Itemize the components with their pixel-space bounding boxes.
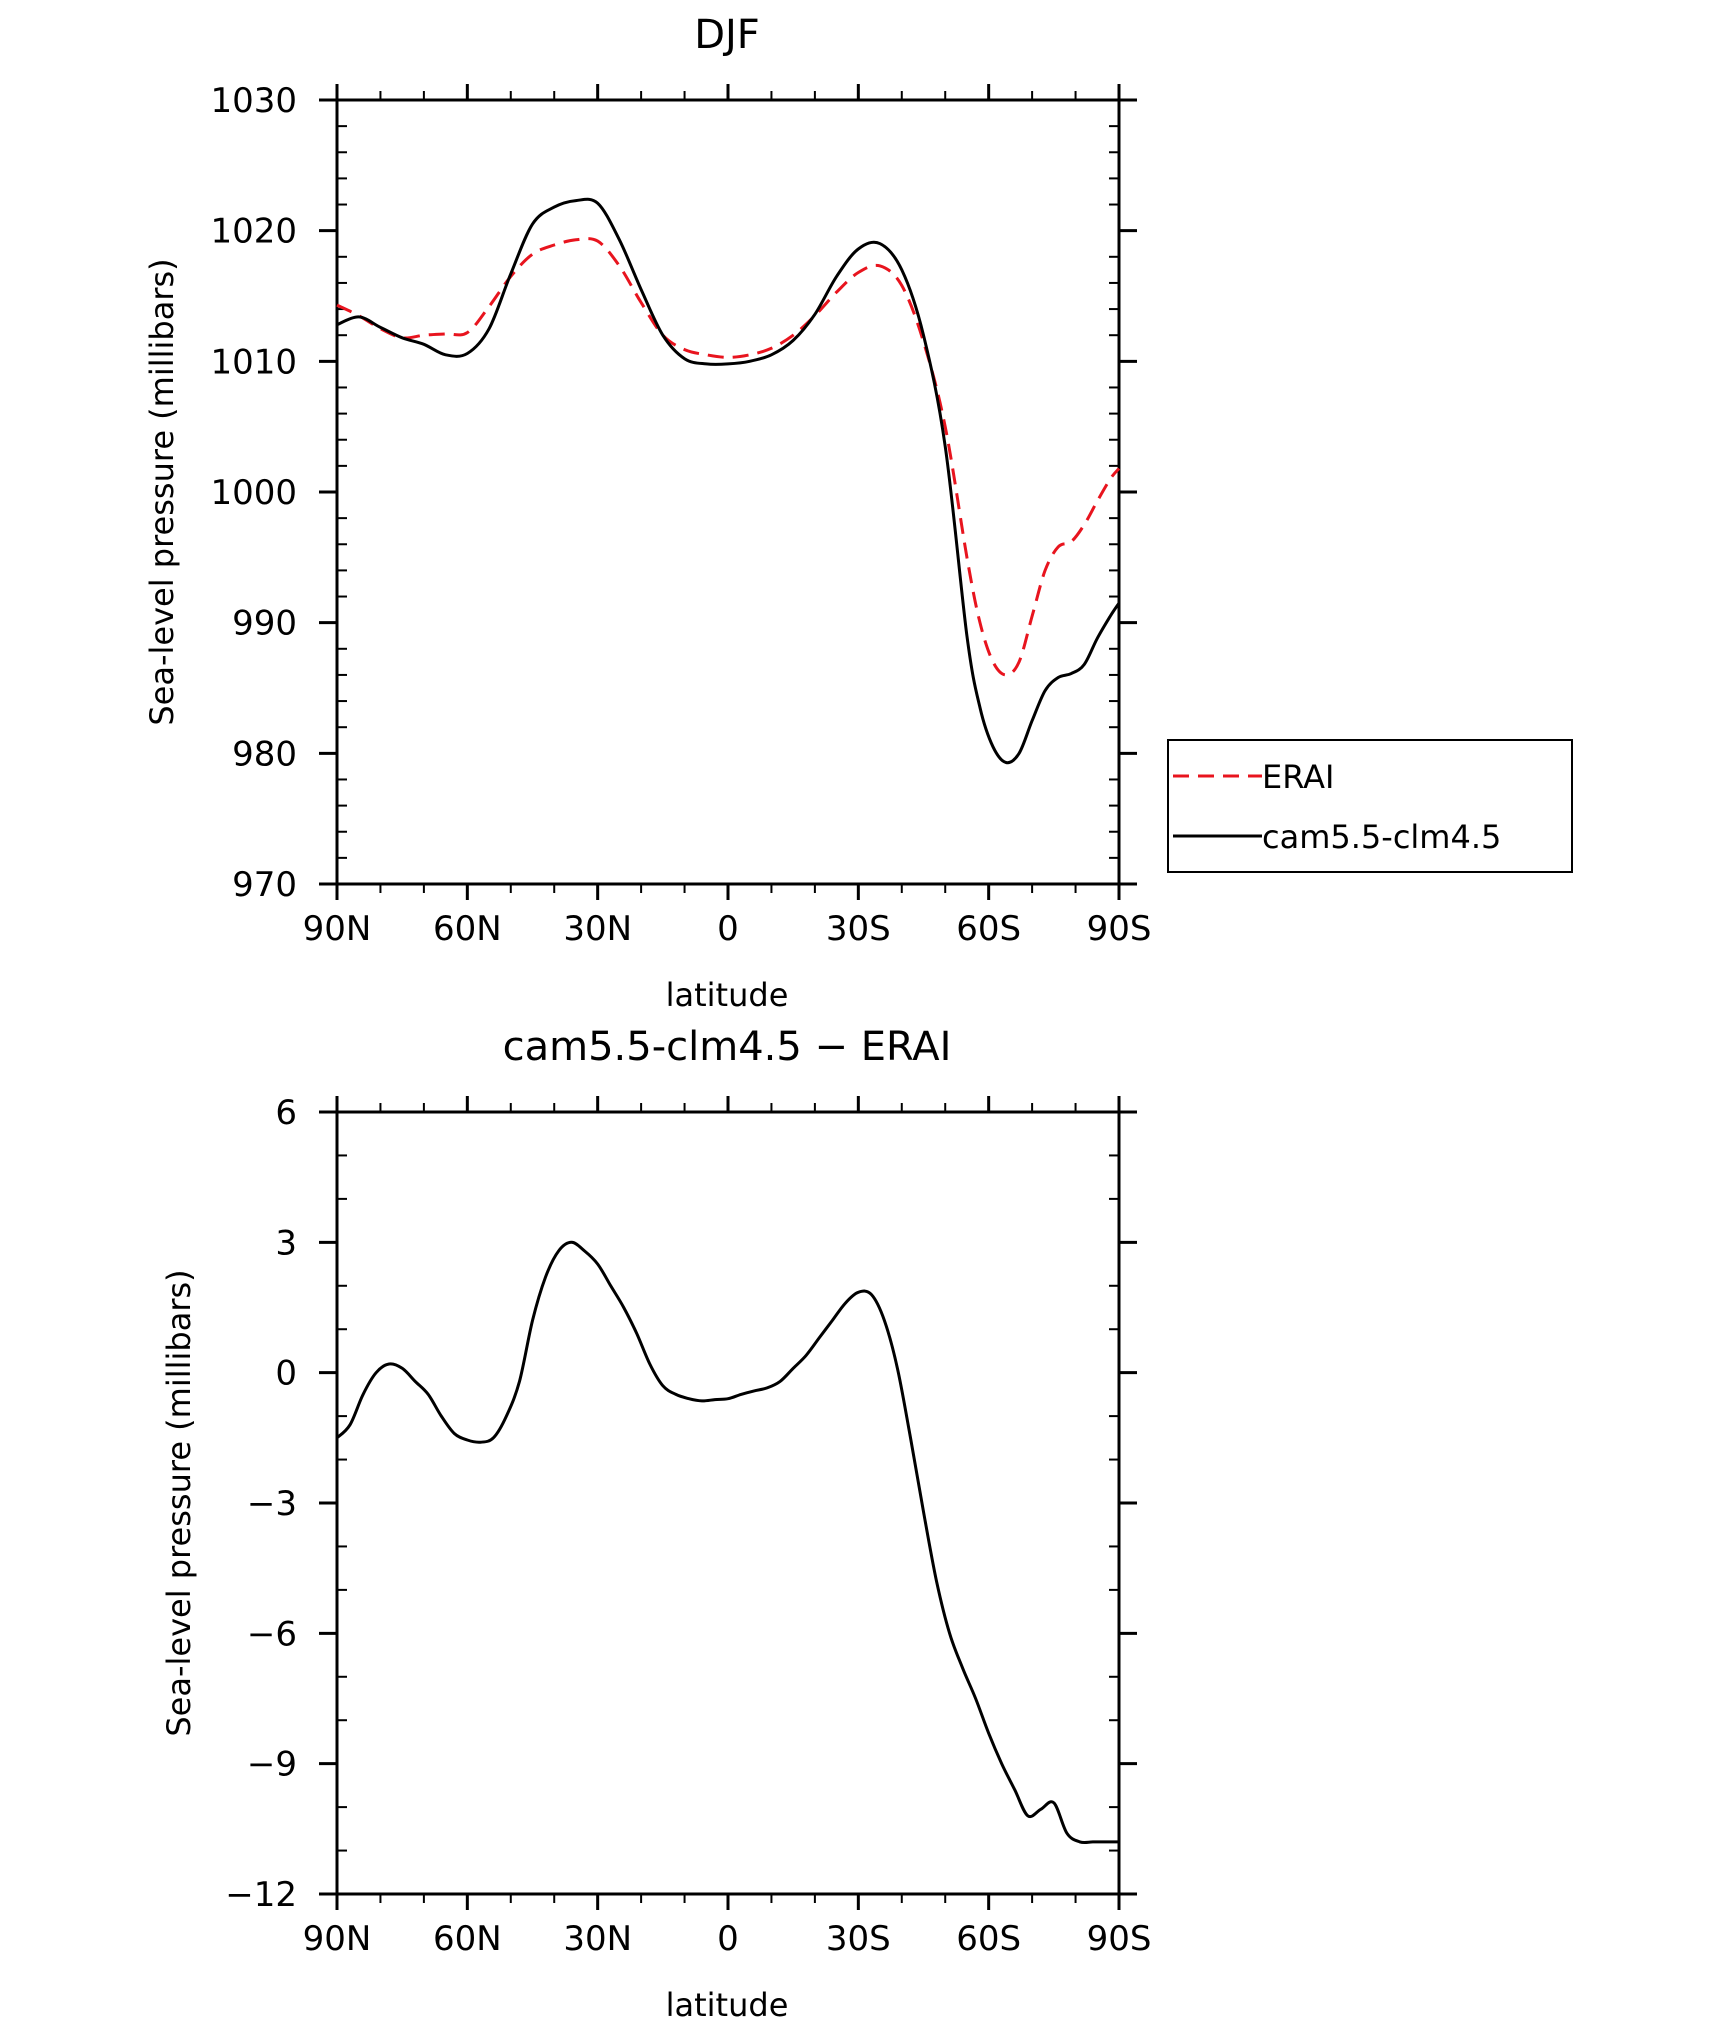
legend-label-erai: ERAI [1262, 758, 1334, 796]
top-x-tick-labels: 90N 60N 30N 0 30S 60S 90S [303, 909, 1152, 949]
y-tick-label: −6 [247, 1614, 297, 1654]
bottom-chart-title: cam5.5-clm4.5 − ERAI [503, 1024, 952, 1070]
y-tick-label: 1000 [210, 473, 297, 513]
x-tick-label: 90N [303, 909, 372, 949]
x-tick-label: 90S [1087, 909, 1152, 949]
bottom-x-tick-labels: 90N 60N 30N 0 30S 60S 90S [303, 1919, 1152, 1959]
top-y-axis-title: Sea-level pressure (millibars) [143, 258, 181, 725]
x-tick-label: 90S [1087, 1919, 1152, 1959]
x-tick-label: 60N [433, 909, 502, 949]
top-chart-title: DJF [694, 12, 760, 58]
top-chart: DJF 90N 60N 30N 0 30S 60S 90S 970 980 990 1000 101… [143, 12, 1573, 1014]
y-tick-label: 980 [232, 734, 297, 774]
legend-label-cam: cam5.5-clm4.5 [1262, 818, 1501, 856]
bottom-series [335, 1240, 1119, 1845]
bottom-x-axis-title: latitude [666, 1986, 789, 2021]
bottom-chart: cam5.5-clm4.5 − ERAI 90N 60N 30N 0 30S 60S 90S… [160, 1024, 1151, 2021]
y-tick-label: 1010 [210, 342, 297, 382]
y-tick-label: −3 [247, 1484, 297, 1524]
x-tick-label: 30S [826, 1919, 891, 1959]
top-minor-ticks [319, 84, 1137, 900]
x-tick-label: 30N [563, 1919, 632, 1959]
bottom-y-tick-labels: 6 3 0 −3 −6 −9 −12 [225, 1093, 297, 1915]
y-tick-label: 0 [275, 1354, 297, 1394]
y-tick-label: 1030 [210, 81, 297, 121]
y-tick-label: −12 [225, 1875, 297, 1915]
legend-box [1167, 739, 1573, 873]
x-tick-label: 60S [956, 909, 1021, 949]
y-tick-label: 3 [275, 1223, 297, 1263]
series-line-difference [335, 1240, 1119, 1845]
y-tick-label: 990 [232, 604, 297, 644]
y-tick-label: 6 [275, 1093, 297, 1133]
series-line-erai [336, 237, 1121, 677]
y-tick-label: 970 [232, 865, 297, 905]
top-plot-frame [335, 98, 1121, 886]
x-tick-label: 30S [826, 909, 891, 949]
x-tick-label: 90N [303, 1919, 372, 1959]
top-x-axis-title: latitude [666, 976, 789, 1014]
y-tick-label: 1020 [210, 212, 297, 252]
bottom-plot-frame [335, 1110, 1121, 1896]
top-series [336, 197, 1121, 765]
top-y-tick-labels: 970 980 990 1000 1010 1020 1030 [210, 81, 297, 905]
bottom-minor-ticks [319, 1096, 1137, 1910]
y-tick-label: −9 [247, 1745, 297, 1785]
x-tick-label: 0 [717, 909, 739, 949]
x-tick-label: 60S [956, 1919, 1021, 1959]
series-line-cam5-5-clm4-5 [336, 197, 1121, 765]
x-tick-label: 60N [433, 1919, 502, 1959]
x-tick-label: 0 [717, 1919, 739, 1959]
bottom-y-axis-title: Sea-level pressure (millibars) [160, 1269, 198, 1736]
legend: ERAI cam5.5-clm4.5 [1167, 739, 1573, 873]
x-tick-label: 30N [563, 909, 632, 949]
